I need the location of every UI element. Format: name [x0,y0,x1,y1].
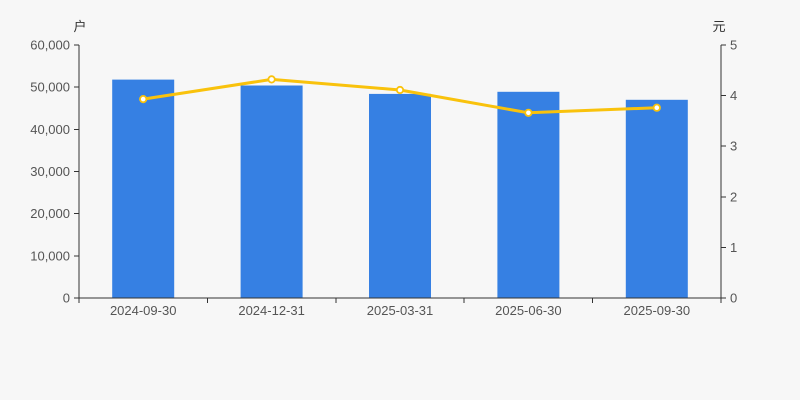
right-axis-tick-label: 3 [730,139,737,154]
right-axis-tick-label: 0 [730,291,737,306]
left-axis-tick-label: 40,000 [30,122,70,137]
line-point-2025-03-31[interactable] [395,85,405,95]
bar-2024-09-30[interactable] [112,79,175,298]
right-axis-title: 元 [712,19,726,34]
right-axis-tick-label: 2 [730,189,737,204]
line-point-2025-09-30[interactable] [652,103,661,112]
line-point-2025-06-30[interactable] [524,108,533,117]
left-axis-tick-label: 20,000 [30,206,70,221]
bar-2024-12-31[interactable] [240,85,303,299]
bar-2025-03-31[interactable] [369,93,431,299]
bar-2025-06-30[interactable] [497,91,560,298]
right-axis-tick-label: 5 [730,38,737,53]
x-axis-label-2025-09-30: 2025-09-30 [624,303,691,318]
left-axis-tick-label: 60,000 [30,38,70,53]
left-axis-tick-label: 10,000 [30,248,70,263]
x-axis-label-2024-09-30: 2024-09-30 [110,303,177,318]
x-axis-label-2024-12-31: 2024-12-31 [238,303,305,318]
right-axis-tick-label: 4 [730,88,737,103]
left-axis-tick-label: 50,000 [30,80,70,95]
left-axis-tick-label: 30,000 [30,164,70,179]
left-axis-title: 户 [73,19,87,34]
bar-2025-09-30[interactable] [625,99,688,298]
right-axis-tick-label: 1 [730,240,737,255]
line-point-2024-09-30[interactable] [139,95,148,104]
x-axis-label-2025-03-31: 2025-03-31 [367,303,434,318]
line-point-2024-12-31[interactable] [267,75,276,84]
x-axis-label-2025-06-30: 2025-06-30 [495,303,562,318]
left-axis-tick-label: 0 [63,291,70,306]
